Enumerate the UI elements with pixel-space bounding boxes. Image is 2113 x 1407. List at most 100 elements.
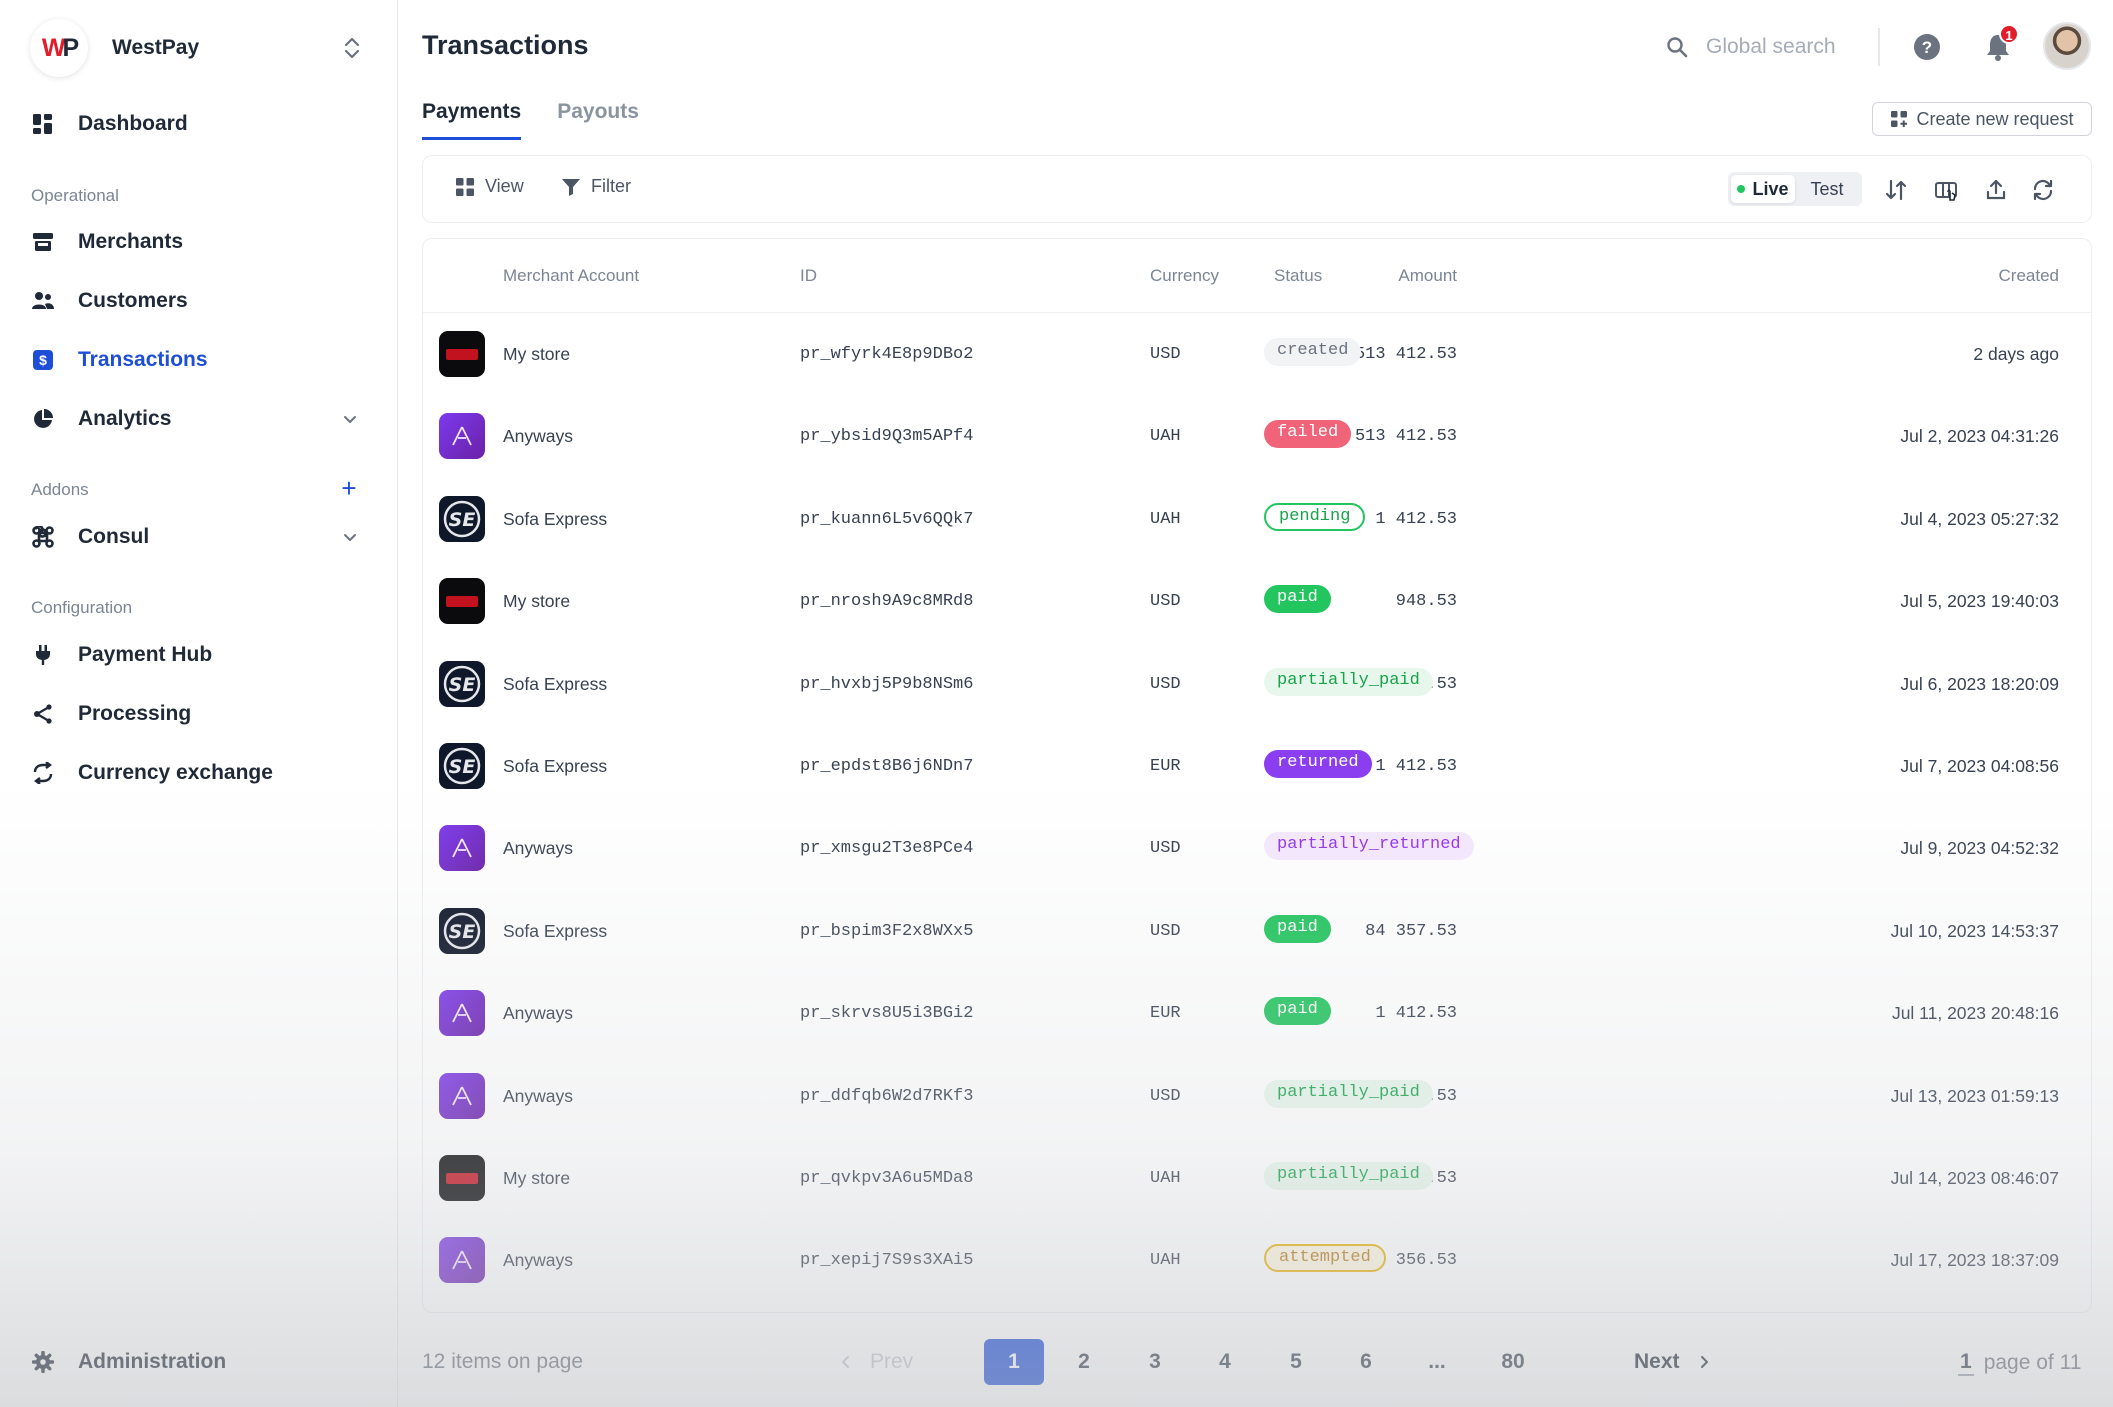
filter-button[interactable]: Filter <box>561 176 631 197</box>
chevron-right-icon <box>1696 1354 1712 1370</box>
table-row[interactable]: SE Sofa Express pr_kuann6L5v6QQk7 1 412.53 U… <box>423 478 2091 560</box>
transaction-id[interactable]: pr_ddfqb6W2d7RKf3 <box>800 1087 973 1106</box>
merchant-name: My store <box>503 344 570 365</box>
transaction-id[interactable]: pr_skrvs8U5i3BGi2 <box>800 1004 973 1023</box>
transaction-currency: USD <box>1150 922 1181 941</box>
anyways-logo <box>439 990 485 1036</box>
column-header-created[interactable]: Created <box>1999 266 2059 286</box>
table-row[interactable]: SE Sofa Express pr_bspim3F2x8WXx5 84 357.53… <box>423 890 2091 972</box>
sidebar-item-customers[interactable]: Customers <box>30 281 370 321</box>
transaction-id[interactable]: pr_kuann6L5v6QQk7 <box>800 510 973 529</box>
sidebar-item-currency-exchange[interactable]: Currency exchange <box>30 753 370 793</box>
page-button-5[interactable]: 5 <box>1266 1339 1326 1385</box>
tab-payments[interactable]: Payments <box>422 100 521 140</box>
page-button-2[interactable]: 2 <box>1054 1339 1114 1385</box>
merchant-name: Anyways <box>503 838 573 859</box>
column-header-merchant[interactable]: Merchant Account <box>503 266 639 286</box>
chevron-up-down-icon[interactable] <box>340 34 364 62</box>
live-option[interactable]: Live <box>1731 175 1795 203</box>
tab-bar: Payments Payouts <box>422 100 675 140</box>
transaction-currency: UAH <box>1150 510 1181 529</box>
transaction-id[interactable]: pr_hvxbj5P9b8NSm6 <box>800 675 973 694</box>
next-page-button[interactable]: Next <box>1634 1350 1712 1374</box>
sidebar-item-merchants[interactable]: Merchants <box>30 222 370 262</box>
page-ellipsis[interactable]: ... <box>1407 1339 1467 1385</box>
transaction-currency: USD <box>1150 345 1181 364</box>
chevron-down-icon[interactable] <box>340 527 360 547</box>
table-row[interactable]: SE Sofa Express pr_epdst8B6j6NDn7 1 412.53 E… <box>423 725 2091 807</box>
table-row[interactable]: My store pr_wfyrk4E8p9DBo2 14 513 412.53 US… <box>423 313 2091 395</box>
transaction-id[interactable]: pr_epdst8B6j6NDn7 <box>800 757 973 776</box>
refresh-icon[interactable] <box>2031 178 2055 202</box>
current-page-input[interactable]: 1 <box>1958 1350 1974 1376</box>
status-badge: created <box>1264 338 1361 366</box>
table-row[interactable]: My storepr_qvkpv3A6u5MDa834.53UAHpartial… <box>423 1137 2091 1219</box>
transaction-id[interactable]: pr_wfyrk4E8p9DBo2 <box>800 345 973 364</box>
add-addon-icon[interactable]: + <box>338 477 360 499</box>
table-row[interactable]: Anyways pr_ybsid9Q3m5APf4 14 513 412.53 UAH… <box>423 395 2091 477</box>
global-search[interactable] <box>1666 32 1856 62</box>
chevron-down-icon[interactable] <box>340 409 360 429</box>
table-row[interactable]: Anywayspr_xmsgu2T3e8PCe434.53USDpartiall… <box>423 807 2091 889</box>
page-button-80[interactable]: 80 <box>1483 1339 1543 1385</box>
transaction-currency: EUR <box>1150 1004 1181 1023</box>
columns-icon[interactable] <box>1934 178 1958 202</box>
status-badge: failed <box>1264 420 1351 448</box>
section-label-operational: Operational <box>31 186 119 206</box>
column-header-currency[interactable]: Currency <box>1150 266 1219 286</box>
my-store-logo <box>439 1155 485 1201</box>
merchant-name: Sofa Express <box>503 756 607 777</box>
status-badge: paid <box>1264 997 1331 1025</box>
table-row[interactable]: Anyways pr_xepij7S9s3XAi5 356.53 UAH attempt… <box>423 1219 2091 1301</box>
column-header-status[interactable]: Status <box>1274 266 1322 286</box>
page-button-1[interactable]: 1 <box>984 1339 1044 1385</box>
filter-label: Filter <box>591 176 631 197</box>
export-icon[interactable] <box>1984 178 2008 202</box>
search-input[interactable] <box>1706 35 1856 59</box>
transaction-id[interactable]: pr_ybsid9Q3m5APf4 <box>800 427 973 446</box>
transaction-id[interactable]: pr_bspim3F2x8WXx5 <box>800 922 973 941</box>
page-button-3[interactable]: 3 <box>1125 1339 1185 1385</box>
page-button-4[interactable]: 4 <box>1195 1339 1255 1385</box>
tab-payouts[interactable]: Payouts <box>557 100 639 140</box>
prev-page-button[interactable]: Prev <box>838 1350 913 1374</box>
test-option[interactable]: Test <box>1795 175 1859 203</box>
view-button[interactable]: View <box>455 176 524 197</box>
sidebar-item-transactions[interactable]: $ Transactions <box>30 340 370 380</box>
sidebar-item-administration[interactable]: Administration <box>30 1342 370 1382</box>
transaction-amount: 84 357.53 <box>1365 922 1457 941</box>
transaction-amount: 1 412.53 <box>1375 757 1457 776</box>
sidebar-item-label: Customers <box>78 289 188 313</box>
sidebar-item-payment-hub[interactable]: Payment Hub <box>30 635 370 675</box>
create-new-request-button[interactable]: Create new request <box>1872 102 2092 136</box>
table-row[interactable]: Anywayspr_ddfqb6W2d7RKf3948.53USDpartial… <box>423 1055 2091 1137</box>
avatar[interactable] <box>2043 22 2091 70</box>
my-store-logo <box>439 331 485 377</box>
sidebar-item-consul[interactable]: Consul <box>30 517 370 557</box>
transaction-id[interactable]: pr_qvkpv3A6u5MDa8 <box>800 1169 973 1188</box>
sidebar-item-label: Transactions <box>78 348 208 372</box>
dollar-square-icon: $ <box>30 347 56 373</box>
created-date: Jul 11, 2023 20:48:16 <box>1892 1003 2059 1024</box>
table-row[interactable]: Anyways pr_skrvs8U5i3BGi2 1 412.53 EUR paid J… <box>423 972 2091 1054</box>
transaction-id[interactable]: pr_xmsgu2T3e8PCe4 <box>800 839 973 858</box>
sidebar-item-label: Analytics <box>78 407 171 431</box>
help-icon[interactable]: ? <box>1913 33 1941 61</box>
transaction-id[interactable]: pr_nrosh9A9c8MRd8 <box>800 592 973 611</box>
sort-icon[interactable] <box>1884 178 1908 202</box>
sidebar-item-label: Administration <box>78 1350 226 1374</box>
page-button-6[interactable]: 6 <box>1336 1339 1396 1385</box>
sidebar-item-processing[interactable]: Processing <box>30 694 370 734</box>
prev-label: Prev <box>870 1350 913 1374</box>
sidebar-item-dashboard[interactable]: Dashboard <box>30 104 370 144</box>
column-header-id[interactable]: ID <box>800 266 817 286</box>
merchant-name: Anyways <box>503 1086 573 1107</box>
transaction-id[interactable]: pr_xepij7S9s3XAi5 <box>800 1251 973 1270</box>
sidebar-item-analytics[interactable]: Analytics <box>30 399 370 439</box>
brand-name: WestPay <box>112 36 199 60</box>
column-header-amount[interactable]: Amount <box>1398 266 1457 286</box>
table-row[interactable]: My store pr_nrosh9A9c8MRd8 948.53 USD paid Ju… <box>423 560 2091 642</box>
